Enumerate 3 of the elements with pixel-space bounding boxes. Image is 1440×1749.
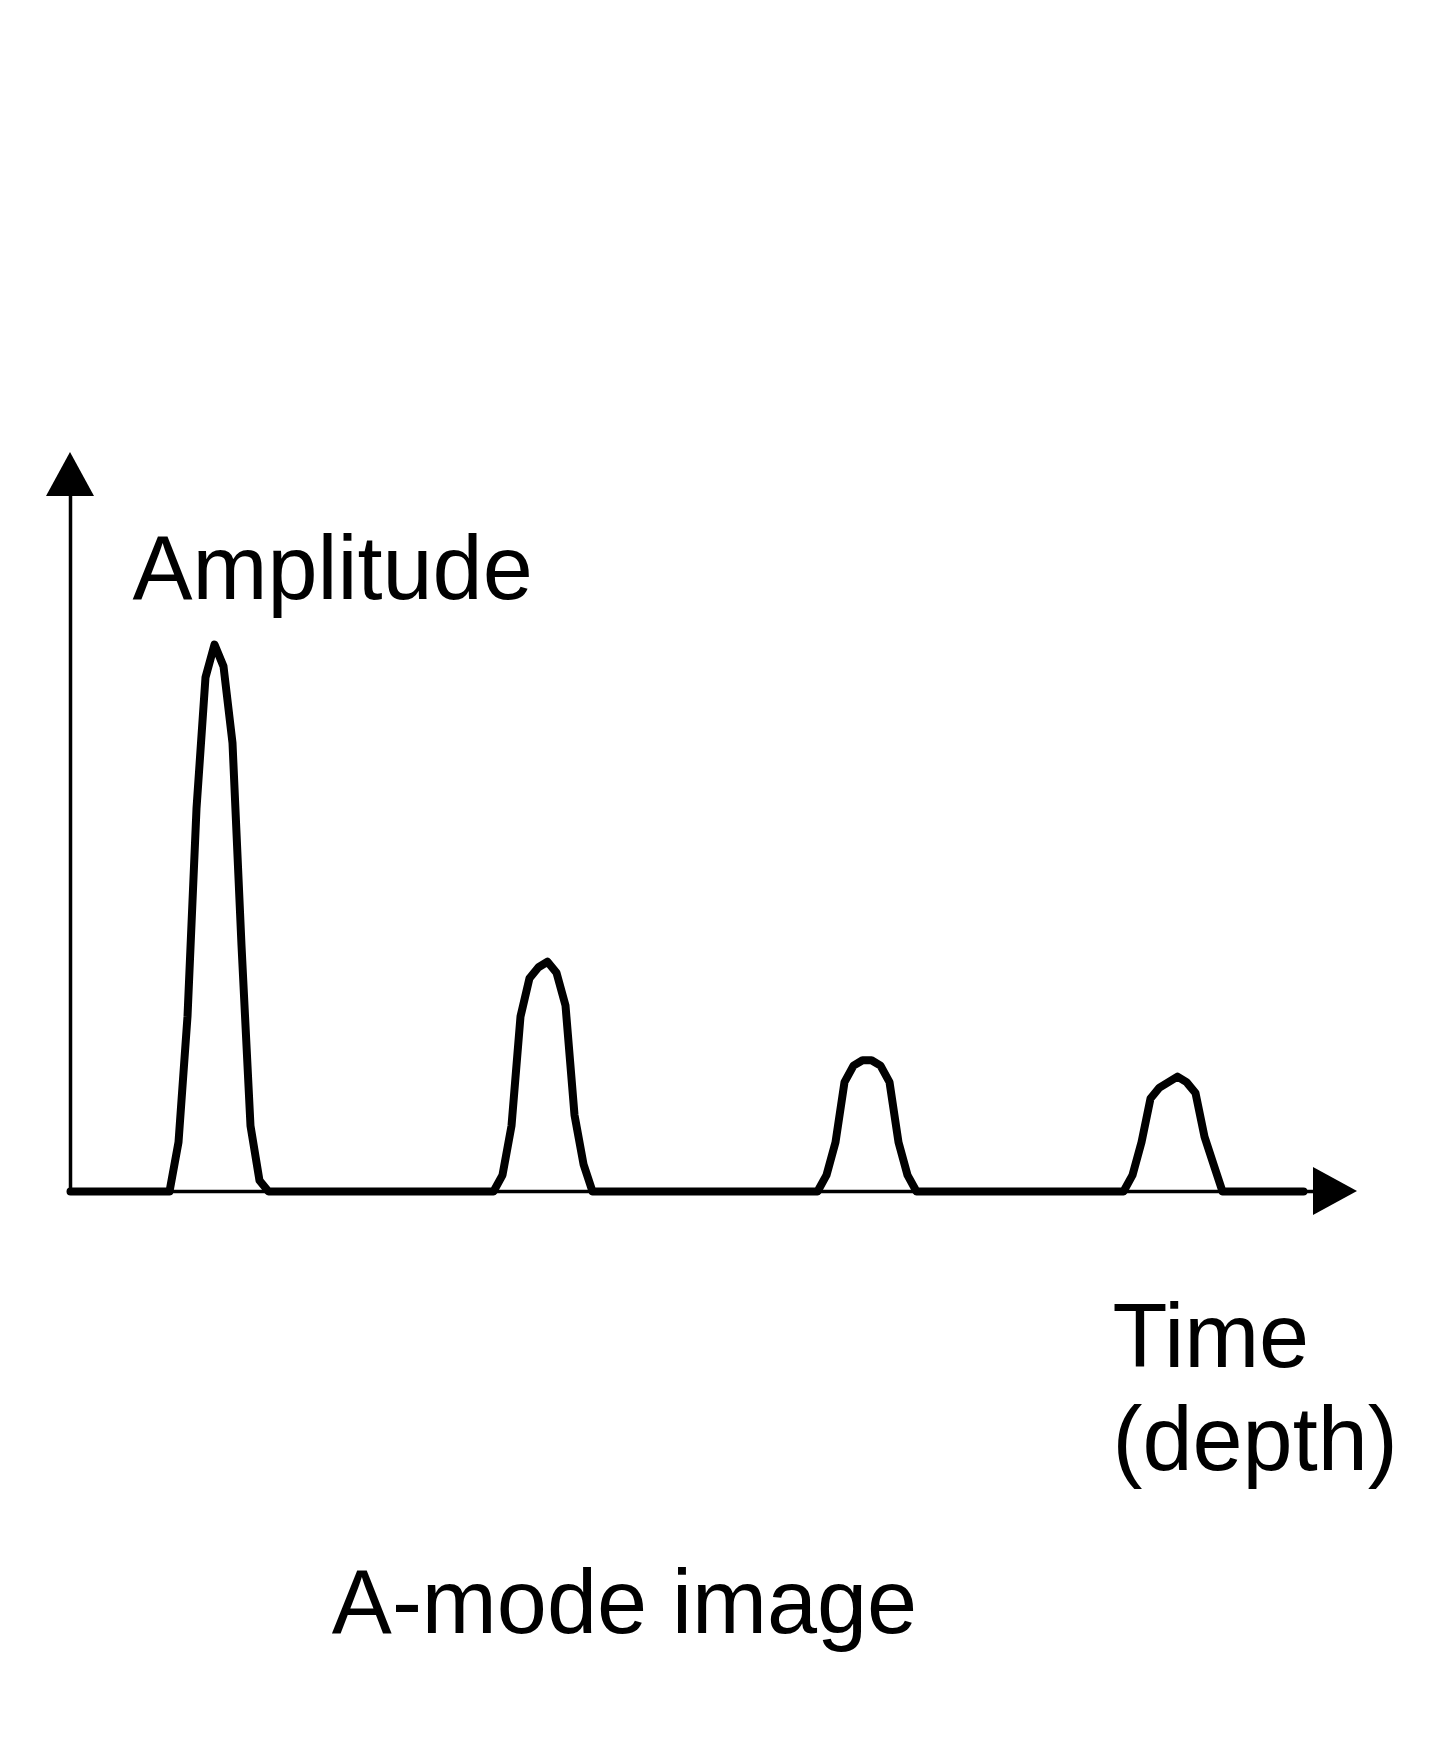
text: A-mode image	[331, 1551, 918, 1652]
y-axis-title: Amplitude	[132, 517, 533, 618]
x-axis-title: Time (depth)	[1112, 1285, 1398, 1489]
